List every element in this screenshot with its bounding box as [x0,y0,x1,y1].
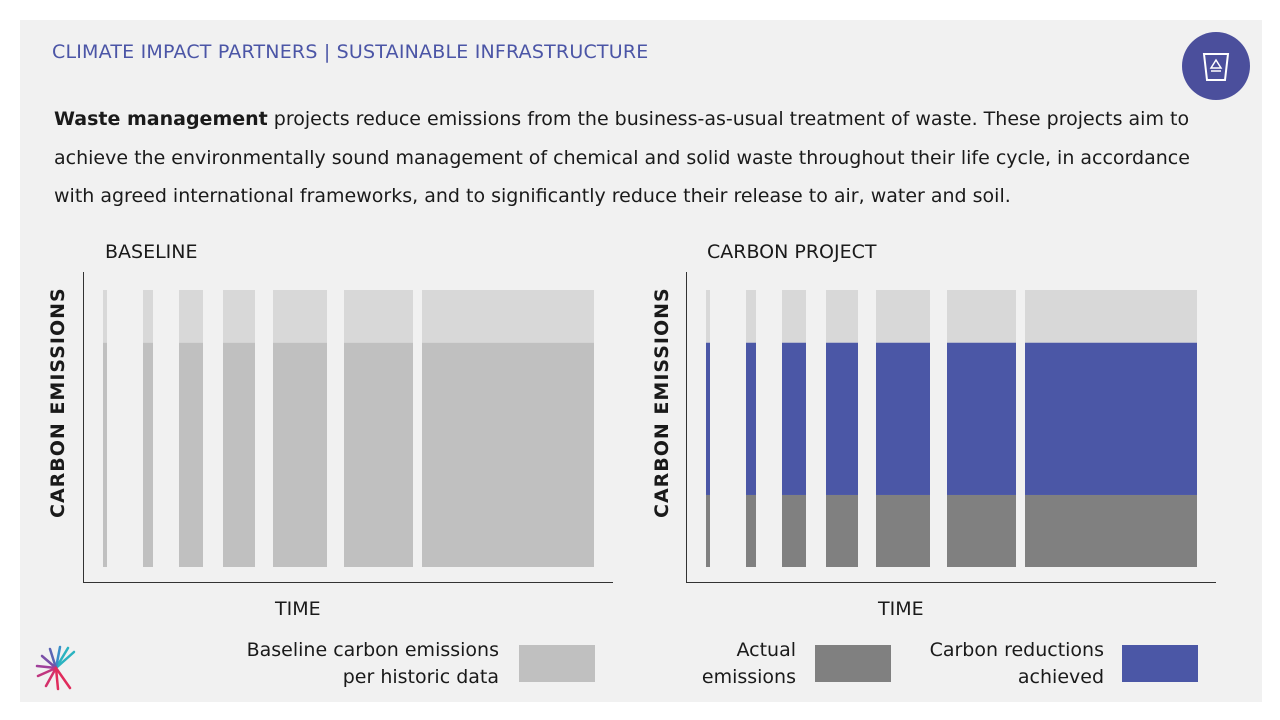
baseline-chart-title: BASELINE [105,241,198,263]
project-chart-title: CARBON PROJECT [707,241,877,263]
baseline-bar-6-segment-2 [344,290,413,343]
legend-reductions-label: Carbon reductions achieved [929,639,1104,688]
legend-reductions-swatch [1122,645,1198,682]
project-bar-7-segment-2 [1025,342,1197,495]
project-bar-5-segment-1 [876,494,930,567]
project-bar-5-segment-3 [876,290,930,343]
project-bar-2-segment-2 [746,342,756,495]
baseline-bar-2-segment-1 [143,342,153,567]
baseline-bar-4-segment-2 [223,290,255,343]
baseline-y-axis-label: CARBON EMISSIONS [47,287,69,518]
intro-paragraph: Waste management projects reduce emissio… [54,100,1194,216]
project-bar-3-segment-3 [782,290,806,343]
baseline-bar-2-segment-2 [143,290,153,343]
project-bar-5-segment-2 [876,342,930,495]
project-bar-7-segment-3 [1025,290,1197,343]
project-bar-2-segment-3 [746,290,756,343]
project-bar-6-segment-1 [947,494,1016,567]
project-bar-1-segment-2 [706,342,710,495]
baseline-bar-5-segment-2 [273,290,327,343]
project-bar-4-segment-3 [826,290,858,343]
recycle-bin-icon [1202,53,1230,81]
project-bar-6-segment-2 [947,342,1016,495]
baseline-x-axis-label: TIME [275,598,321,620]
project-bar-7-segment-1 [1025,494,1197,567]
legend-baseline-label: Baseline carbon emissions per historic d… [246,639,499,688]
baseline-bar-1-segment-1 [103,342,107,567]
header-title: CLIMATE IMPACT PARTNERS | SUSTAINABLE IN… [52,41,649,63]
baseline-bar-1-segment-2 [103,290,107,343]
project-bar-4-segment-1 [826,494,858,567]
legend-baseline-swatch [519,645,595,682]
climate-impact-partners-logo [35,645,76,691]
badge [1182,32,1250,100]
project-y-axis-label: CARBON EMISSIONS [651,287,673,518]
legend-actual-label: Actual emissions [701,639,796,688]
baseline-bar-3-segment-2 [179,290,203,343]
intro-bold: Waste management [54,108,268,130]
baseline-bar-7-segment-2 [422,290,594,343]
baseline-bar-4-segment-1 [223,342,255,567]
baseline-bar-3-segment-1 [179,342,203,567]
project-bar-2-segment-1 [746,494,756,567]
project-bar-4-segment-2 [826,342,858,495]
project-bar-1-segment-3 [706,290,710,343]
project-x-axis-label: TIME [878,598,924,620]
legend-actual-swatch [815,645,891,682]
project-bar-6-segment-3 [947,290,1016,343]
baseline-bar-6-segment-1 [344,342,413,567]
baseline-bar-5-segment-1 [273,342,327,567]
project-bar-3-segment-2 [782,342,806,495]
project-chart [686,272,1216,583]
intro-text: projects reduce emissions from the busin… [54,108,1190,207]
baseline-chart [83,272,613,583]
project-bar-1-segment-1 [706,494,710,567]
project-bar-3-segment-1 [782,494,806,567]
baseline-bar-7-segment-1 [422,342,594,567]
